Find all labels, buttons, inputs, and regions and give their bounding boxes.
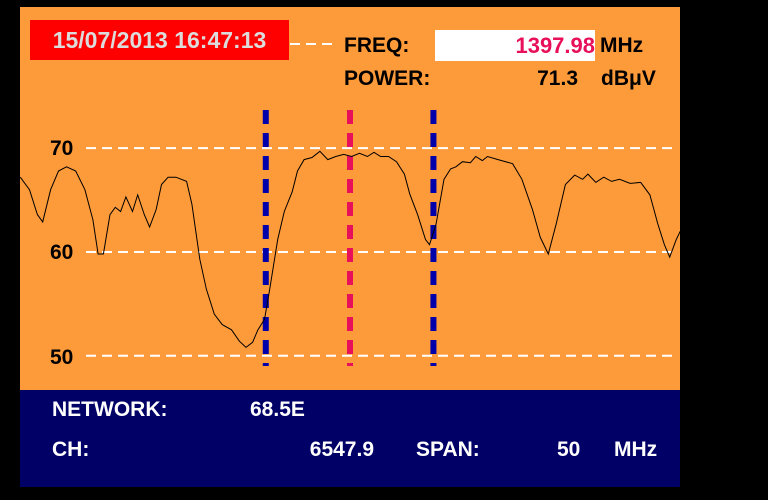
freq-value[interactable]: 1397.98: [435, 30, 595, 61]
timestamp: 15/07/2013 16:47:13: [30, 20, 289, 60]
network-value: 68.5E: [250, 398, 305, 421]
span-value: 50: [557, 438, 581, 461]
ch-value: 6547.9: [309, 438, 374, 461]
power-label: POWER:: [344, 67, 431, 90]
span-unit: MHz: [614, 438, 658, 461]
y-tick-label: 70: [50, 137, 74, 160]
spectrum-trace: [19, 150, 681, 349]
y-tick-label: 60: [50, 241, 74, 264]
span-label: SPAN:: [416, 438, 480, 461]
freq-unit: MHz: [600, 34, 644, 57]
ch-label: CH:: [52, 438, 90, 461]
y-tick-label: 50: [50, 346, 74, 369]
power-unit: dBμV: [601, 67, 656, 90]
network-label: NETWORK:: [52, 398, 168, 421]
freq-label: FREQ:: [344, 34, 410, 57]
power-value: 71.3: [537, 67, 578, 90]
info-panel: [20, 390, 680, 487]
